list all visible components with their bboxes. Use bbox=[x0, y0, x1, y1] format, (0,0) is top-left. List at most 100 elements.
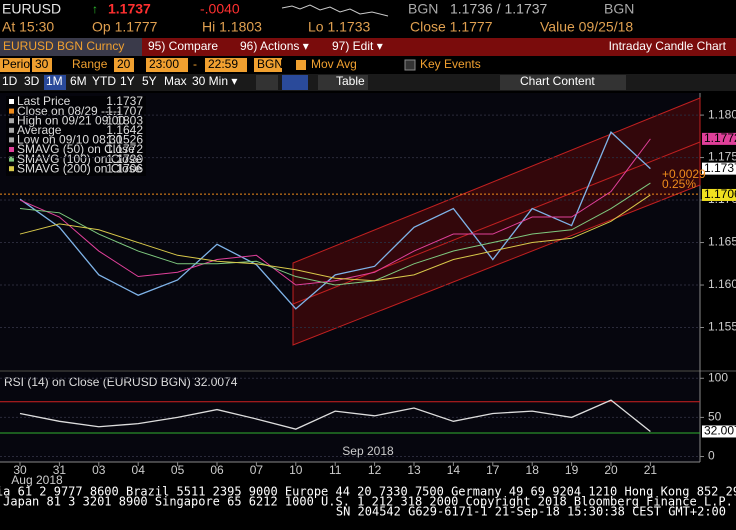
time: At 15:30 bbox=[2, 19, 54, 35]
legend-label: SMAVG (200) on Close bbox=[17, 161, 142, 175]
legend-value: 1.1642 bbox=[106, 123, 143, 137]
x-tick-label: 21 bbox=[644, 463, 658, 477]
period[interactable]: 30 bbox=[35, 57, 49, 71]
legend-value: 1.1707 bbox=[106, 104, 143, 118]
x-tick-label: 13 bbox=[407, 463, 421, 477]
legend-swatch bbox=[9, 127, 14, 133]
value-tag-label: 1.1706 bbox=[704, 187, 736, 201]
active-button bbox=[44, 75, 66, 90]
close: Close 1.1777 bbox=[410, 19, 493, 35]
annotation: 0.25% bbox=[662, 177, 696, 191]
rsi-title: RSI (14) on Close (EURUSD BGN) 32.0074 bbox=[4, 375, 238, 389]
legend-swatch bbox=[9, 108, 14, 114]
series-line bbox=[19, 130, 651, 310]
x-tick-label: 10 bbox=[289, 463, 303, 477]
value-tag-label: 32.0074 bbox=[704, 424, 736, 438]
chart-name: Intraday Candle Chart bbox=[609, 39, 727, 53]
range-button[interactable]: 1D bbox=[2, 74, 18, 88]
legend-label: High on 09/21 09:00 bbox=[17, 113, 125, 127]
range-button[interactable]: 30 Min ▾ bbox=[192, 74, 237, 88]
mov-avg[interactable]: Mov Avg bbox=[311, 57, 357, 71]
legend-value: 1.1803 bbox=[106, 113, 143, 127]
edit-button[interactable]: 97) Edit ▾ bbox=[332, 39, 383, 53]
range-label: Range bbox=[72, 57, 108, 71]
x-tick-label: 18 bbox=[526, 463, 540, 477]
y-tick-label: 100 bbox=[708, 370, 728, 384]
security[interactable]: EURUSD BGN Curncy bbox=[3, 39, 124, 53]
value-tag bbox=[702, 188, 736, 201]
change: -.0040 bbox=[200, 1, 240, 17]
low: Lo 1.1733 bbox=[308, 19, 370, 35]
x-tick-label: 06 bbox=[210, 463, 224, 477]
open: Op 1.1777 bbox=[92, 19, 158, 35]
value-tag-label: 1.1772 bbox=[704, 131, 736, 145]
table-button[interactable]: Table bbox=[336, 74, 365, 88]
start-time[interactable]: 23:00 bbox=[149, 57, 179, 71]
x-tick-label: 30 bbox=[13, 463, 27, 477]
high: Hi 1.1803 bbox=[202, 19, 262, 35]
x-tick-label: 12 bbox=[368, 463, 382, 477]
series-line bbox=[19, 182, 651, 286]
y-tick-label: 1.1550 bbox=[708, 320, 736, 334]
legend-label: Last Price bbox=[17, 94, 71, 108]
y-tick-label: 1.1800 bbox=[708, 107, 736, 121]
legend-label: Low on 09/10 08:30 bbox=[17, 133, 123, 147]
legend-swatch bbox=[9, 137, 14, 143]
value-tag bbox=[702, 132, 736, 145]
source: BGN bbox=[604, 1, 634, 17]
compare-button[interactable]: 95) Compare bbox=[148, 39, 218, 53]
legend-label: SMAVG (100) on Close bbox=[17, 152, 142, 166]
footer-line: Japan 81 3 3201 8900 Singapore 65 6212 1… bbox=[3, 495, 733, 509]
range-button[interactable]: 6M bbox=[70, 74, 87, 88]
footer-line: Australia 61 2 9777 8600 Brazil 5511 239… bbox=[0, 485, 736, 499]
legend-swatch bbox=[9, 166, 14, 172]
x-tick-label: 17 bbox=[486, 463, 500, 477]
x-tick-label: 07 bbox=[250, 463, 264, 477]
y-tick-label: 0 bbox=[708, 449, 715, 463]
annotation: +0.0029 bbox=[662, 167, 706, 181]
x-tick-label: 05 bbox=[171, 463, 185, 477]
ticker: EURUSD bbox=[2, 1, 61, 17]
range-button[interactable]: YTD bbox=[92, 74, 116, 88]
legend-value: 1.1720 bbox=[106, 152, 143, 166]
y-tick-label: 50 bbox=[708, 410, 722, 424]
x-tick-label: 19 bbox=[565, 463, 579, 477]
x-tick-label: 04 bbox=[132, 463, 146, 477]
legend-label: Average bbox=[17, 123, 62, 137]
end-time[interactable]: 22:59 bbox=[208, 57, 238, 71]
series-line bbox=[19, 194, 651, 282]
range-button[interactable]: Max bbox=[164, 74, 187, 88]
period-label: Period bbox=[2, 57, 37, 71]
y-tick-label: 1.1600 bbox=[708, 277, 736, 291]
range-button[interactable]: 5Y bbox=[142, 74, 157, 88]
value-tag-label: 1.1737 bbox=[704, 161, 736, 175]
series-line bbox=[19, 138, 651, 286]
range-button[interactable]: 3D bbox=[24, 74, 40, 88]
value-tag bbox=[702, 162, 736, 175]
value-date: Value 09/25/18 bbox=[540, 19, 633, 35]
dash: - bbox=[193, 57, 197, 71]
x-tick-label: 11 bbox=[329, 463, 342, 477]
source: BGN bbox=[408, 1, 438, 17]
key-events[interactable]: Key Events bbox=[420, 57, 481, 71]
range-button[interactable]: 1Y bbox=[120, 74, 135, 88]
range[interactable]: 20 bbox=[117, 57, 131, 71]
pricing-source[interactable]: BGN bbox=[257, 57, 283, 71]
x-tick-label: 20 bbox=[604, 463, 618, 477]
chart-content-button[interactable]: Chart Content bbox=[520, 74, 595, 88]
legend-value: 1.1772 bbox=[106, 142, 143, 156]
last-price: 1.1737 bbox=[108, 1, 151, 17]
month-label: Aug 2018 bbox=[11, 473, 63, 487]
y-tick-label: 1.1750 bbox=[708, 150, 736, 164]
actions-button[interactable]: 96) Actions ▾ bbox=[240, 39, 309, 53]
bid-ask: 1.1736 / 1.1737 bbox=[450, 1, 548, 17]
month-label: Sep 2018 bbox=[342, 444, 394, 458]
legend-swatch bbox=[9, 147, 14, 152]
legend-swatch bbox=[9, 118, 14, 124]
range-button[interactable]: 1M bbox=[46, 74, 63, 88]
legend-label: Close on 08/29 ----- bbox=[17, 104, 121, 118]
y-tick-label: 1.1650 bbox=[708, 235, 736, 249]
legend-value: 1.1706 bbox=[106, 161, 143, 175]
